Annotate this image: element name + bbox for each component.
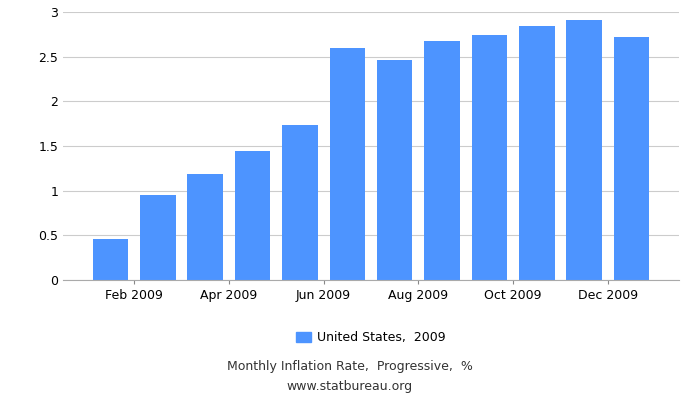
Bar	[377, 60, 412, 280]
Bar	[424, 40, 460, 280]
Bar	[234, 151, 270, 280]
Legend: United States,  2009: United States, 2009	[291, 326, 451, 350]
Bar	[614, 37, 650, 280]
Bar	[566, 20, 602, 280]
Text: Monthly Inflation Rate,  Progressive,  %: Monthly Inflation Rate, Progressive, %	[227, 360, 473, 373]
Bar	[282, 124, 318, 280]
Bar	[92, 239, 128, 280]
Bar	[188, 174, 223, 280]
Bar	[330, 48, 365, 280]
Bar	[140, 195, 176, 280]
Bar	[519, 26, 554, 280]
Text: www.statbureau.org: www.statbureau.org	[287, 380, 413, 393]
Bar	[472, 35, 507, 280]
